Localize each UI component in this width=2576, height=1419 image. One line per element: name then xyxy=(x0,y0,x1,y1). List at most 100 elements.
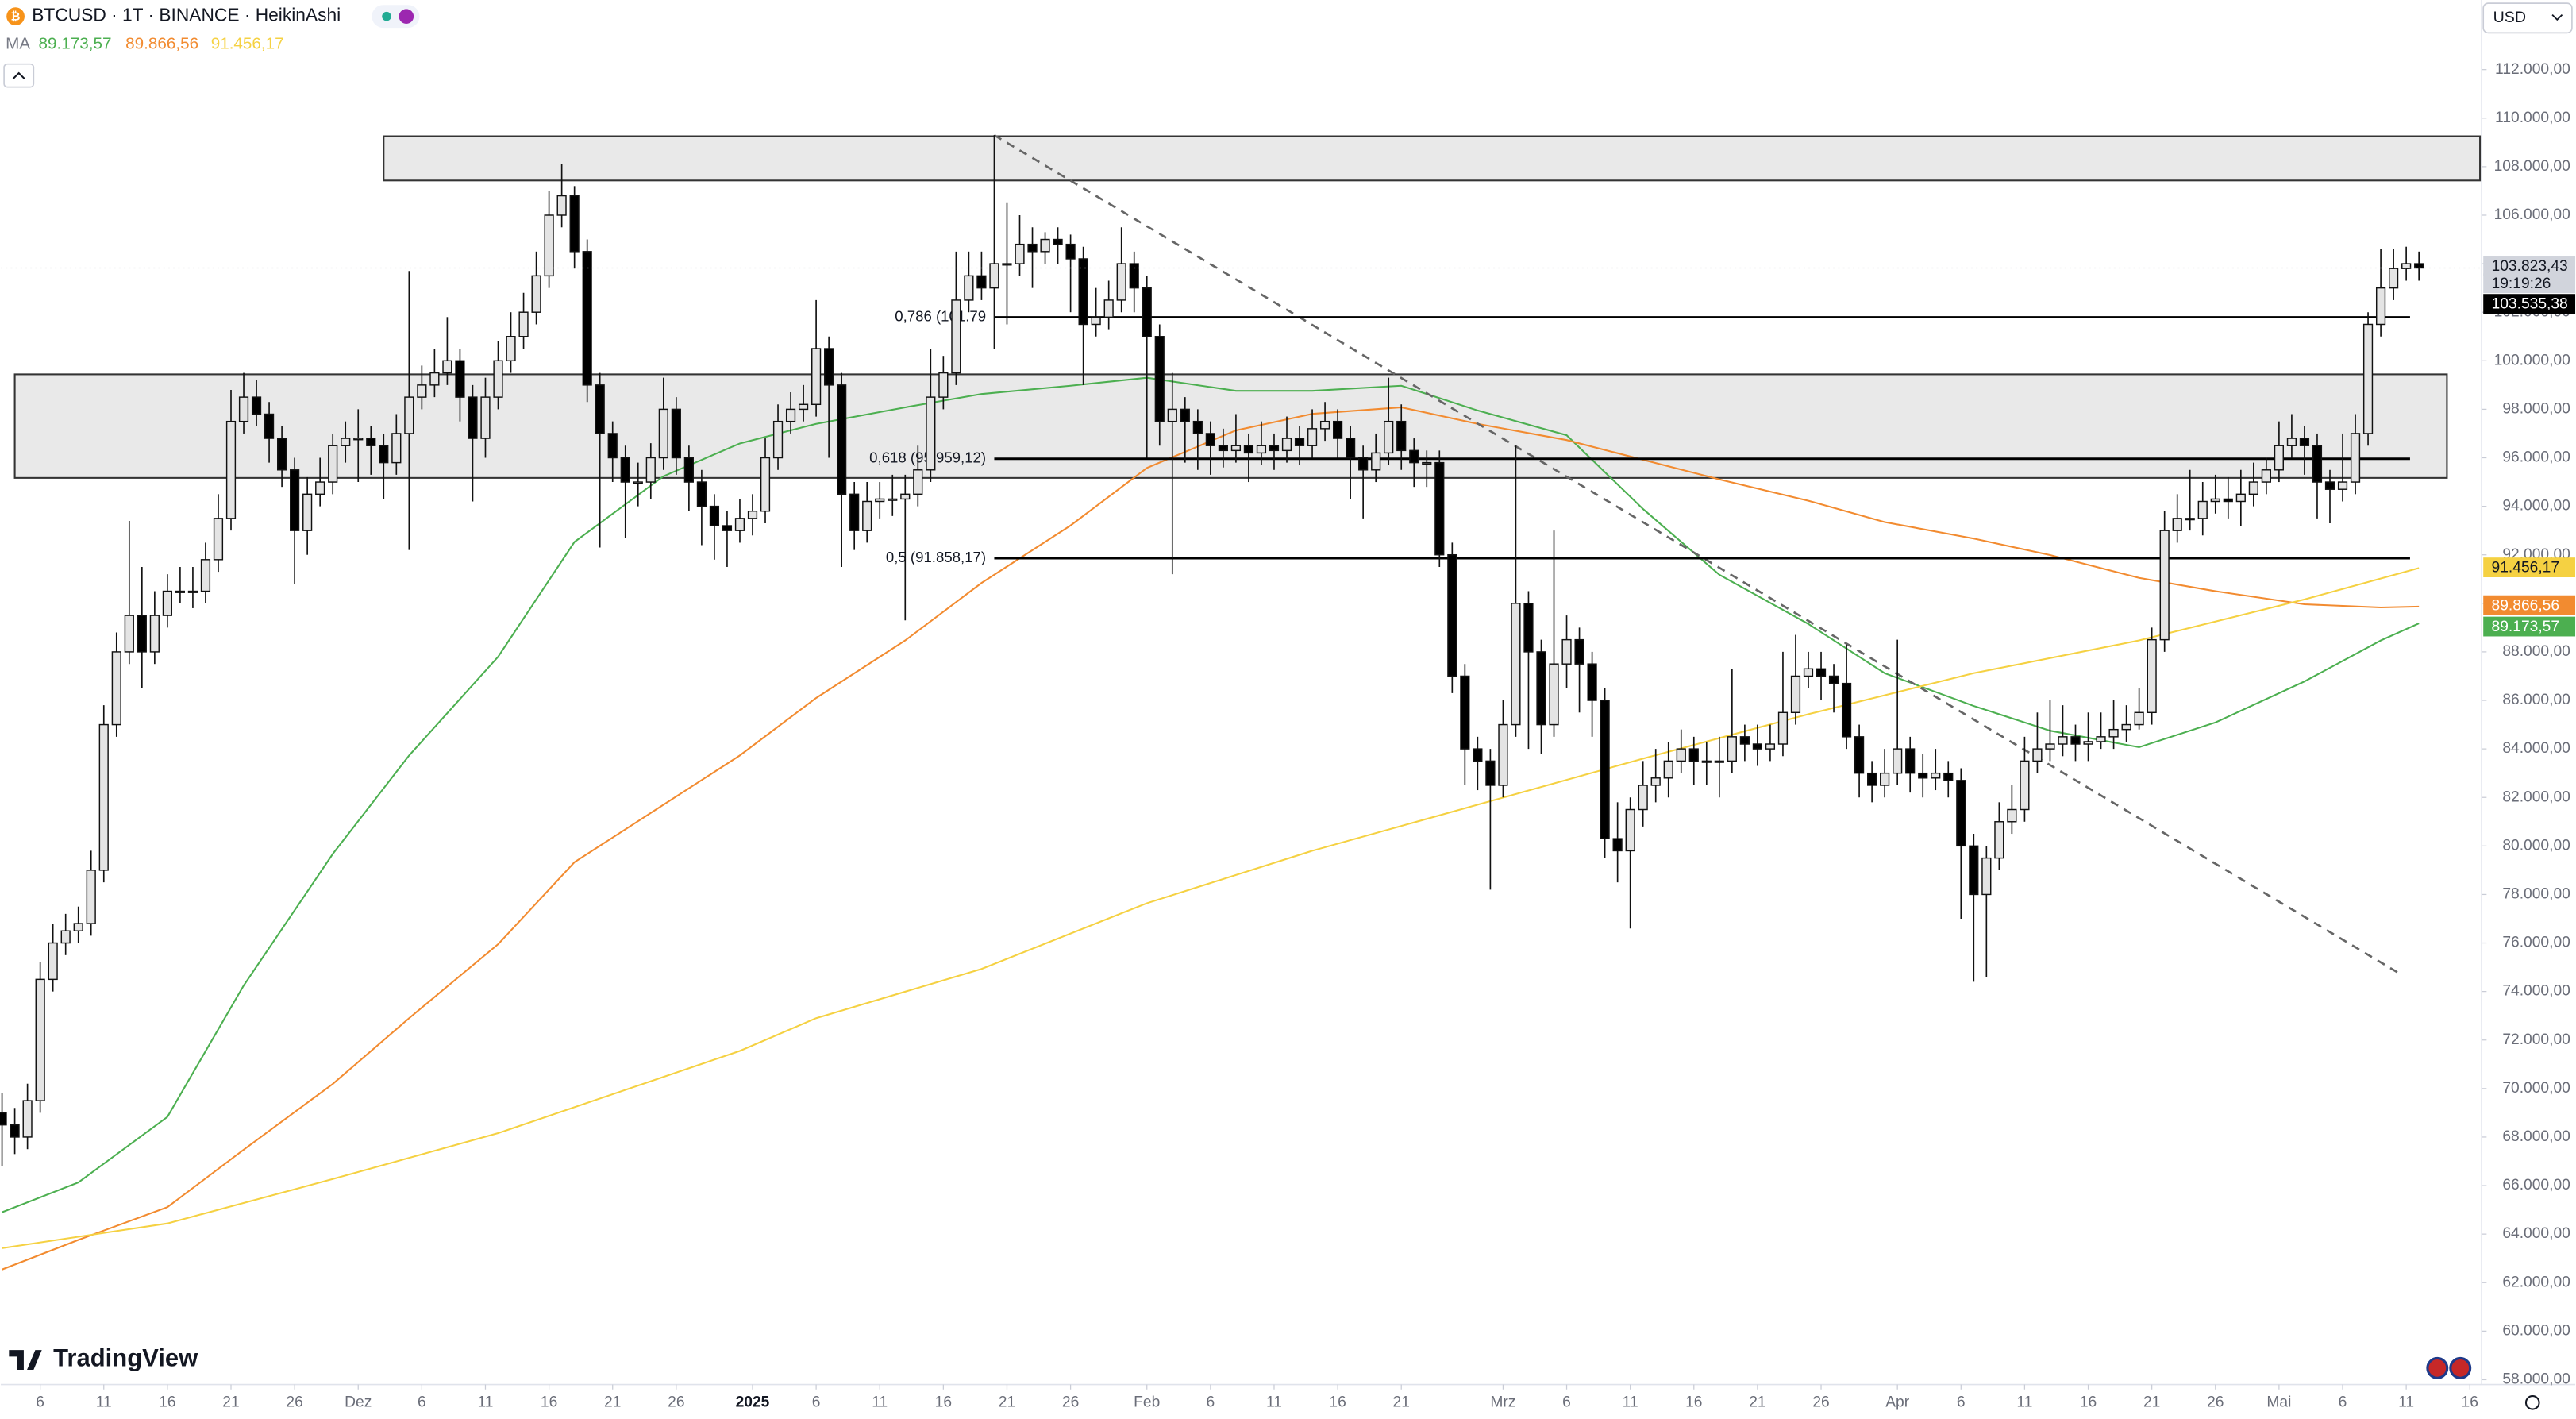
x-tick-label: 21 xyxy=(222,1394,239,1410)
candle-body xyxy=(1739,736,1750,745)
candle-body xyxy=(480,396,491,439)
x-tick-label: Feb xyxy=(1134,1394,1160,1410)
candle-body xyxy=(1409,449,1419,464)
status-dot xyxy=(382,11,391,21)
candle-body xyxy=(2210,498,2220,503)
x-tick-label: Mai xyxy=(2266,1394,2291,1410)
y-tick-label: 100.000,00 xyxy=(2494,352,2570,368)
candle-body xyxy=(111,651,121,726)
candle-body xyxy=(1803,668,1814,677)
candle-body xyxy=(1384,420,1394,454)
candle-body xyxy=(1294,438,1305,446)
candle-body xyxy=(1905,748,1916,774)
logo-text: TradingView xyxy=(53,1344,198,1372)
candle-body xyxy=(772,420,784,459)
y-tick-label: 60.000,00 xyxy=(2502,1322,2570,1339)
x-tick-label: 26 xyxy=(668,1394,684,1410)
candle-body xyxy=(1434,461,1445,556)
price-label-box xyxy=(2483,557,2576,578)
candle-body xyxy=(1511,603,1521,726)
candle-body xyxy=(10,1124,20,1138)
candle-body xyxy=(2286,438,2297,446)
x-tick-label: 6 xyxy=(812,1394,821,1410)
candle-body xyxy=(1473,748,1483,762)
y-tick-label: 80.000,00 xyxy=(2502,837,2570,854)
candle-body xyxy=(964,275,974,301)
flag-icon[interactable] xyxy=(2449,1356,2472,1379)
collapse-button[interactable] xyxy=(3,63,35,88)
candle-body xyxy=(1460,675,1470,750)
currency-button[interactable] xyxy=(2482,2,2573,34)
candle-body xyxy=(633,481,643,484)
candle-body xyxy=(1281,438,1292,452)
ma-value: 89.866,56 xyxy=(125,34,198,52)
x-tick-label: 6 xyxy=(1207,1394,1215,1410)
candle-body xyxy=(404,396,414,434)
candle-body xyxy=(1841,682,1852,738)
x-tick-label: 11 xyxy=(2016,1394,2032,1410)
candle-body xyxy=(213,518,224,561)
candle-body xyxy=(2185,518,2195,521)
candle-body xyxy=(2375,287,2386,326)
y-tick-label: 110.000,00 xyxy=(2495,110,2570,126)
currency-label: USD xyxy=(2493,9,2526,26)
share-icon[interactable] xyxy=(399,9,414,24)
y-tick-label: 106.000,00 xyxy=(2494,206,2570,223)
y-tick-label: 84.000,00 xyxy=(2502,740,2570,757)
candle-body xyxy=(2299,438,2310,446)
candle-body xyxy=(595,384,605,434)
candle-body xyxy=(556,195,567,216)
candle-body xyxy=(2108,728,2119,738)
candle-body xyxy=(607,433,618,459)
candle-body xyxy=(1040,238,1050,253)
candle-body xyxy=(73,923,83,931)
candle-body xyxy=(1777,711,1789,745)
candle-body xyxy=(2312,445,2323,483)
x-tick-label: 26 xyxy=(286,1394,302,1410)
candle-body xyxy=(1319,420,1330,430)
candle-body xyxy=(1167,408,1177,422)
candle-body xyxy=(200,559,211,592)
x-tick-label: 11 xyxy=(872,1394,888,1410)
candle-body xyxy=(1091,316,1101,326)
candle-body xyxy=(1676,748,1686,762)
candle-body xyxy=(468,396,478,439)
candle-body xyxy=(2389,268,2399,289)
candle-body xyxy=(1065,243,1076,260)
candle-body xyxy=(569,195,580,253)
x-tick-label: 11 xyxy=(1266,1394,1282,1410)
candle-body xyxy=(1994,821,2004,859)
candle-body xyxy=(976,275,987,289)
candle-body xyxy=(391,433,402,464)
candle-body xyxy=(1828,675,1839,684)
candle-body xyxy=(124,615,134,653)
candle-body xyxy=(582,251,592,386)
candle-body xyxy=(1422,461,1432,465)
candle-body xyxy=(913,469,923,495)
candle-body xyxy=(149,615,160,653)
candle-body xyxy=(1269,445,1280,452)
candle-body xyxy=(2172,518,2182,531)
x-tick-label: 11 xyxy=(1623,1394,1638,1410)
flag-icon[interactable] xyxy=(2426,1356,2449,1379)
candle-body xyxy=(315,481,325,495)
candle-body xyxy=(1816,668,1827,677)
symbol-icon xyxy=(6,7,25,26)
settings-icon[interactable] xyxy=(2524,1395,2540,1410)
candle-body xyxy=(2261,469,2271,483)
candle-body xyxy=(341,438,351,446)
y-tick-label: 88.000,00 xyxy=(2502,643,2570,660)
candle-body xyxy=(379,445,389,464)
y-tick-label: 94.000,00 xyxy=(2502,498,2570,515)
candle-body xyxy=(1867,772,1877,786)
candle-body xyxy=(1663,760,1673,779)
candle-body xyxy=(162,590,172,616)
price-label-box xyxy=(2483,595,2576,615)
candle-body xyxy=(1893,748,1903,774)
candle-body xyxy=(2083,741,2093,745)
candle-body xyxy=(1701,760,1712,763)
y-tick-label: 74.000,00 xyxy=(2502,983,2570,1000)
candle-body xyxy=(2147,638,2157,714)
candle-body xyxy=(1765,743,1776,750)
candle-body xyxy=(683,457,694,483)
